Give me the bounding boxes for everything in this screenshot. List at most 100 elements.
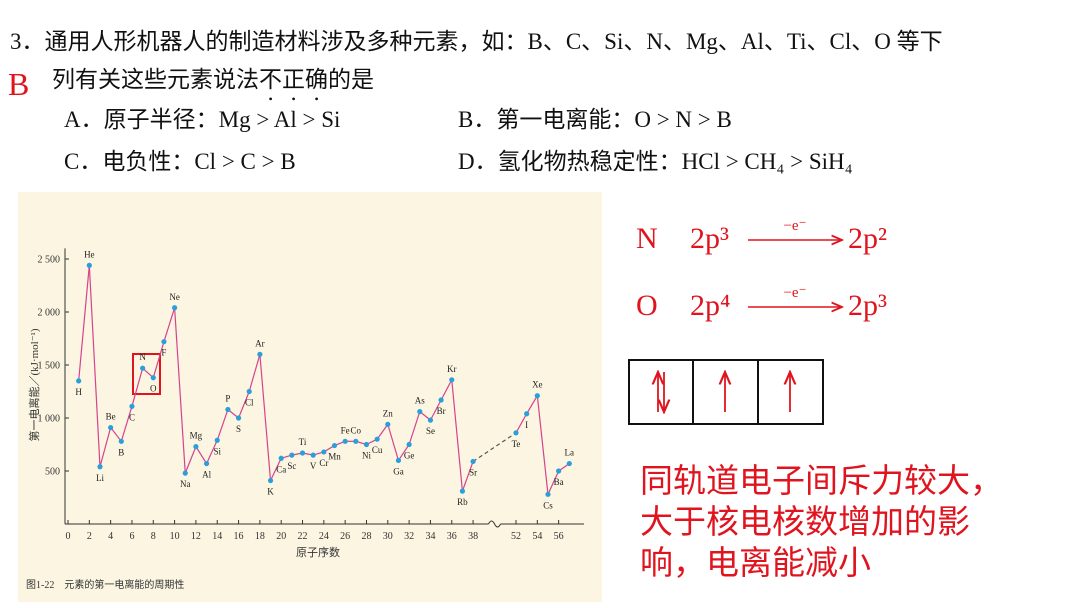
point-label: Te — [512, 439, 521, 449]
line-segment — [269, 458, 282, 481]
x-tick-label: 30 — [383, 531, 393, 542]
data-point — [513, 430, 519, 436]
config: 2p⁴ — [690, 289, 730, 322]
data-point — [427, 417, 434, 423]
arrow-label: −e⁻ — [783, 285, 806, 301]
line-segment — [376, 424, 389, 440]
x-axis-label: 原子序数 — [296, 545, 340, 559]
answer: B — [8, 66, 30, 102]
x-tick-label: 10 — [170, 531, 180, 542]
x-tick-label: 14 — [212, 531, 222, 542]
line-segment — [526, 395, 538, 415]
option: C．电负性：Cl > C > B — [64, 142, 296, 176]
x-tick-label: 12 — [191, 531, 201, 542]
line-segment — [110, 427, 122, 442]
point-label: Cu — [372, 445, 383, 455]
data-point — [556, 468, 562, 474]
option-text: 电负性：Cl > C > B — [102, 149, 296, 174]
point-label: Li — [96, 473, 104, 483]
data-point — [470, 458, 476, 465]
data-point — [182, 470, 188, 476]
x-tick-label: 16 — [234, 531, 244, 542]
data-point — [161, 339, 167, 345]
line-segment — [206, 440, 218, 464]
line-segment — [88, 265, 101, 467]
data-point — [406, 441, 412, 448]
data-point — [86, 262, 92, 268]
point-label: Kr — [447, 364, 457, 374]
line-segment — [163, 307, 176, 342]
point-label: Se — [426, 426, 435, 436]
point-label: Ca — [276, 464, 286, 474]
option-label: C． — [64, 149, 103, 174]
highlight-box — [132, 353, 161, 395]
line-segment — [440, 379, 453, 401]
data-point — [331, 442, 338, 449]
data-point — [193, 444, 199, 450]
line-segment — [451, 379, 464, 492]
data-point — [566, 460, 572, 467]
question-number: 3． — [10, 29, 45, 54]
orbital-boxes — [628, 359, 824, 425]
line-segment — [195, 446, 208, 464]
data-point — [342, 438, 348, 444]
data-point — [353, 438, 359, 444]
data-point — [140, 365, 146, 371]
x-tick-label: 6 — [129, 531, 134, 542]
element: N — [636, 222, 658, 255]
line-segment — [461, 461, 474, 492]
x-tick-label: 28 — [361, 531, 371, 542]
line-segment — [99, 427, 112, 467]
point-label: Ti — [299, 437, 307, 447]
line-segment — [184, 446, 197, 474]
data-point — [417, 409, 423, 415]
point-label: Sc — [287, 461, 296, 471]
point-label: Ni — [362, 451, 371, 461]
point-label: K — [267, 487, 274, 497]
option: B．第一电离能：O > N > B — [458, 100, 732, 134]
question-text: 通用人形机器人的制造材料涉及多种元素，如：B、C、Si、N、Mg、Al、Ti、C… — [44, 29, 943, 54]
x-tick-label: 0 — [66, 531, 71, 542]
x-tick-label: 4 — [108, 531, 113, 542]
electron-arrows — [658, 372, 790, 412]
point-label: Xe — [532, 380, 543, 390]
x-tick-label: 52 — [511, 531, 521, 542]
data-point — [438, 397, 444, 403]
line-segment — [429, 399, 442, 421]
data-point — [310, 452, 316, 458]
data-point — [395, 457, 402, 463]
x-tick-label: 34 — [425, 531, 435, 542]
data-point — [257, 351, 263, 357]
x-tick-label: 24 — [319, 531, 329, 542]
dashed-line-segment — [472, 432, 517, 462]
arrow-label: −e⁻ — [783, 218, 806, 234]
x-tick-label: 22 — [298, 531, 308, 542]
x-tick-label: 32 — [404, 531, 414, 542]
y-tick-label: 1 500 — [38, 361, 61, 372]
point-label: Si — [213, 446, 221, 456]
option: D．氢化物热稳定性：HCl > CH₄ > SiH₄ — [458, 142, 853, 176]
line-segment — [515, 413, 528, 434]
point-label: Cs — [543, 500, 553, 510]
x-tick-label: 56 — [554, 531, 564, 542]
data-point — [203, 460, 210, 467]
option-text: 第一电离能：O > N > B — [496, 107, 732, 132]
conclusion-line: 大于核电核数增加的影 — [640, 504, 970, 541]
point-label: P — [225, 394, 230, 404]
point-label: Fe — [341, 425, 350, 435]
x-tick-label: 54 — [532, 531, 542, 542]
point-label: C — [129, 412, 135, 422]
x-tick-label: 36 — [447, 531, 457, 542]
x-tick-label: 2 — [87, 531, 92, 542]
data-point — [267, 477, 274, 484]
point-label: Be — [106, 412, 116, 422]
data-point — [97, 464, 103, 470]
data-point — [534, 393, 540, 399]
point-label: Ar — [255, 338, 265, 348]
line-segment — [387, 424, 400, 461]
point-label: Br — [437, 406, 446, 416]
point-label: Zn — [383, 408, 393, 418]
data-point — [374, 436, 380, 442]
y-tick-label: 500 — [45, 467, 60, 478]
y-axis-label: 第一电离能／(kJ·mol⁻¹) — [27, 328, 41, 441]
